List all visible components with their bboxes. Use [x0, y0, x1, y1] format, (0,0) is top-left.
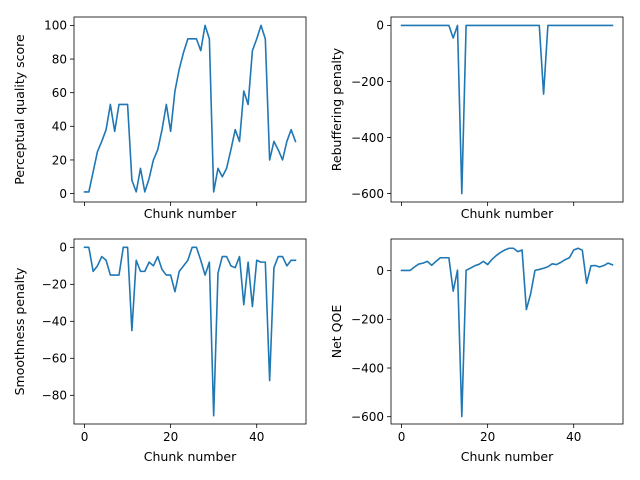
- smoothness-ytick-label: 0: [59, 241, 67, 255]
- smoothness-ytick-label: −20: [42, 278, 67, 292]
- subplot-net-qoe: 0 20 40 −600 −400 −200 0 Chunk number Net QOE: [329, 238, 624, 464]
- net-qoe-xtick-label: 20: [480, 430, 495, 444]
- net-qoe-series-line: [400, 247, 614, 418]
- quality-ytick-label: 100: [44, 19, 67, 33]
- subplot-quality: 0 20 40 60 80 100 Chunk number Perceptual quali…: [12, 16, 307, 221]
- net-qoe-xtick-label: 40: [566, 430, 581, 444]
- quality-ytick-label: 0: [59, 187, 67, 201]
- rebuffering-ytick-label: −400: [351, 131, 384, 145]
- smoothness-xtick-label: 40: [249, 430, 264, 444]
- net-qoe-ytick-label: −600: [351, 410, 384, 424]
- rebuffering-ytick-label: −200: [351, 75, 384, 89]
- smoothness-ylabel: Smoothness penalty: [12, 267, 27, 395]
- net-qoe-ytick-label: 0: [376, 264, 384, 278]
- quality-ytick-label: 40: [52, 120, 67, 134]
- rebuffering-ytick-label: 0: [376, 19, 384, 33]
- net-qoe-xlabel: Chunk number: [461, 449, 554, 464]
- net-qoe-ytick-label: −400: [351, 361, 384, 375]
- smoothness-xlabel: Chunk number: [144, 449, 237, 464]
- quality-ytick-label: 60: [52, 86, 67, 100]
- smoothness-axes-frame: [73, 238, 307, 425]
- smoothness-xtick-label: 0: [81, 430, 89, 444]
- quality-ylabel: Perceptual quality score: [12, 34, 27, 185]
- quality-axes-frame: [73, 16, 307, 203]
- net-qoe-ytick-label: −200: [351, 313, 384, 327]
- rebuffering-xlabel: Chunk number: [461, 206, 554, 221]
- net-qoe-ylabel: Net QOE: [329, 305, 344, 359]
- rebuffering-series-line: [400, 24, 614, 195]
- quality-ytick-label: 80: [52, 52, 67, 66]
- smoothness-series-line: [83, 246, 297, 417]
- smoothness-xtick-label: 20: [163, 430, 178, 444]
- quality-ytick-label: 20: [52, 153, 67, 167]
- quality-series-line: [83, 24, 297, 193]
- quality-xlabel: Chunk number: [144, 206, 237, 221]
- subplot-rebuffering: −600 −400 −200 0 Chunk number Rebuffering pen…: [329, 16, 624, 221]
- smoothness-ytick-label: −40: [42, 315, 67, 329]
- rebuffering-axes-frame: [390, 16, 624, 203]
- net-qoe-axes-frame: [390, 238, 624, 425]
- subplot-smoothness: 0 20 40 −80 −60 −40 −20 0 Chunk number Smoothness…: [12, 238, 307, 464]
- rebuffering-ylabel: Rebuffering penalty: [329, 47, 344, 171]
- smoothness-ytick-label: −80: [42, 389, 67, 403]
- net-qoe-xtick-label: 0: [398, 430, 406, 444]
- rebuffering-ytick-label: −600: [351, 187, 384, 201]
- smoothness-ytick-label: −60: [42, 352, 67, 366]
